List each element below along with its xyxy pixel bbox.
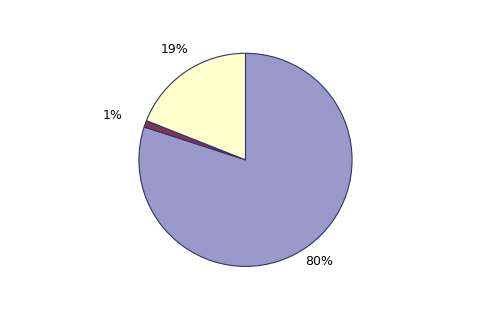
Text: 1%: 1% <box>102 109 122 122</box>
Wedge shape <box>146 53 246 160</box>
Wedge shape <box>144 121 246 160</box>
Text: 19%: 19% <box>161 43 189 56</box>
Text: 80%: 80% <box>305 255 333 268</box>
Wedge shape <box>139 53 352 266</box>
